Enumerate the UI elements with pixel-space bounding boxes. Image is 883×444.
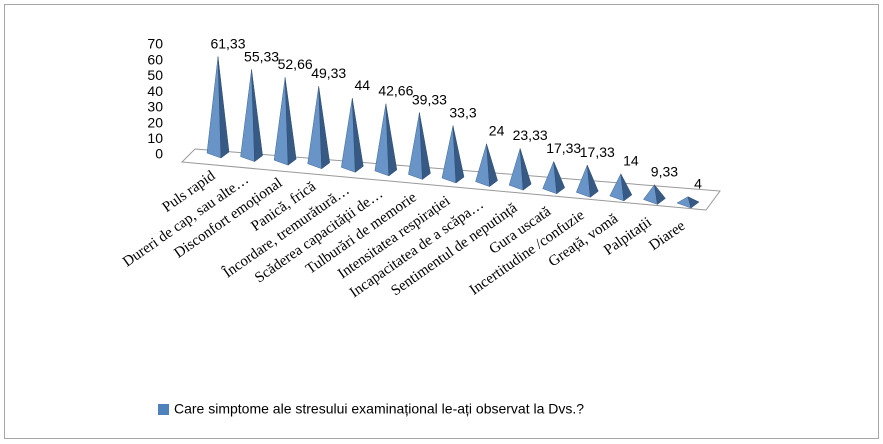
value-label: 52,66 xyxy=(278,56,313,72)
pyramid-side xyxy=(553,161,566,195)
y-tick-label: 0 xyxy=(155,146,163,162)
pyramid-side xyxy=(284,77,297,166)
value-label: 17,33 xyxy=(580,144,615,160)
pyramid-side xyxy=(318,86,330,170)
y-tick-label: 30 xyxy=(147,99,163,115)
pyramid-side xyxy=(620,173,633,202)
y-tick-label: 10 xyxy=(147,130,163,146)
pyramid xyxy=(643,183,666,205)
pyramid-side xyxy=(452,125,465,184)
pyramid xyxy=(307,86,330,170)
value-label: 55,33 xyxy=(244,48,279,64)
value-label: 4 xyxy=(694,175,702,191)
pyramid-side xyxy=(352,98,364,173)
legend: Care simptome ale stresului examinaționa… xyxy=(158,401,584,417)
pyramid xyxy=(441,125,465,184)
y-tick-label: 40 xyxy=(147,83,163,99)
pyramid xyxy=(206,56,230,159)
chart-border xyxy=(4,4,879,439)
value-label: 44 xyxy=(354,77,370,93)
value-label: 9,33 xyxy=(651,163,678,179)
value-label: 24 xyxy=(489,123,505,139)
pyramid xyxy=(508,148,532,191)
pyramid xyxy=(408,112,431,180)
value-label: 17,33 xyxy=(546,140,581,156)
pyramid-side xyxy=(486,143,498,188)
value-label: 42,66 xyxy=(378,83,413,99)
value-label: 14 xyxy=(623,153,639,169)
y-tick-label: 60 xyxy=(147,51,163,67)
pyramid-side xyxy=(217,56,230,159)
y-tick-label: 70 xyxy=(147,36,163,52)
pyramid-side xyxy=(385,103,398,177)
pyramid-side xyxy=(687,196,700,209)
legend-swatch xyxy=(158,404,169,415)
pyramid xyxy=(240,69,263,163)
value-label: 49,33 xyxy=(311,65,346,81)
legend-label: Care simptome ale stresului examinaționa… xyxy=(174,401,584,417)
pyramid-side xyxy=(519,148,532,191)
value-label: 33,3 xyxy=(449,104,476,120)
value-label: 23,33 xyxy=(513,127,548,143)
pyramid xyxy=(609,172,633,202)
pyramid-side xyxy=(419,112,431,180)
y-tick-label: 20 xyxy=(147,114,163,130)
value-label: 61,33 xyxy=(210,35,245,51)
pyramid-side xyxy=(654,183,666,205)
pyramid xyxy=(575,164,599,198)
pyramid xyxy=(542,161,566,195)
pyramid xyxy=(341,98,364,173)
y-tick-label: 50 xyxy=(147,67,163,83)
pyramid-side xyxy=(251,69,263,163)
pyramid xyxy=(374,103,398,177)
pyramid xyxy=(475,143,498,188)
pyramid xyxy=(273,77,297,166)
pyramid xyxy=(676,196,700,209)
pyramid-side xyxy=(587,164,599,198)
value-label: 39,33 xyxy=(412,91,447,107)
